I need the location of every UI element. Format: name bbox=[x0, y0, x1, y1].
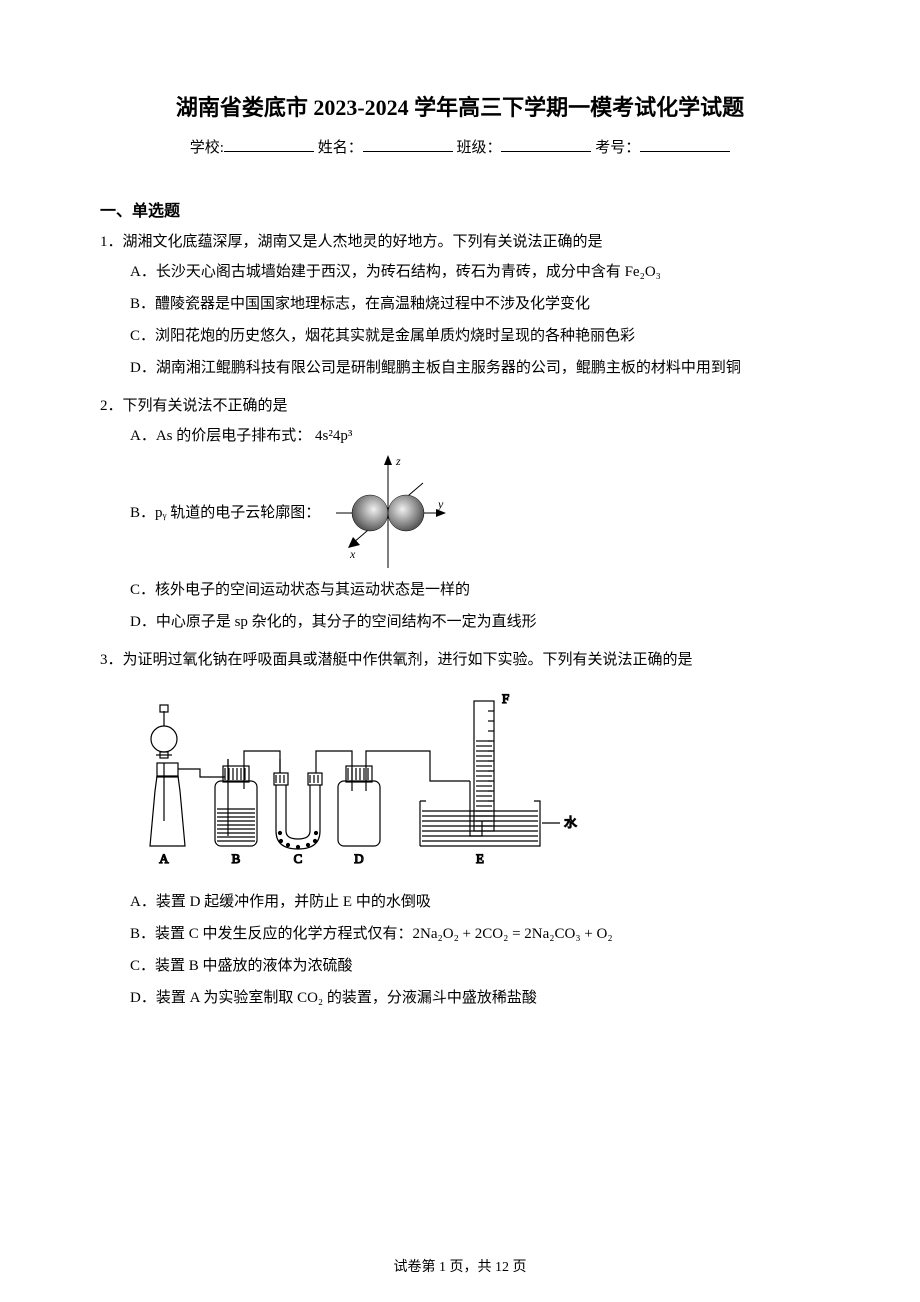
q3-option-a: A．装置 D 起缓冲作用，并防止 E 中的水倒吸 bbox=[130, 887, 820, 917]
q3-options: A．装置 D 起缓冲作用，并防止 E 中的水倒吸 B．装置 C 中发生反应的化学… bbox=[130, 887, 820, 1013]
apparatus-d bbox=[338, 751, 470, 846]
page-footer: 试卷第 1 页，共 12 页 bbox=[0, 1256, 920, 1276]
apparatus-a bbox=[150, 705, 225, 846]
q1-options: A．长沙天心阁古城墙始建于西汉，为砖石结构，砖石为青砖，成分中含有 Fe₂O₃ … bbox=[130, 257, 820, 383]
q2-option-c: C．核外电子的空间运动状态与其运动状态是一样的 bbox=[130, 575, 820, 605]
section-head-1: 一、单选题 bbox=[100, 197, 820, 221]
label-a: A bbox=[159, 851, 169, 866]
class-label: 班级： bbox=[456, 140, 501, 156]
label-e: E bbox=[476, 851, 484, 866]
axis-z-label: z bbox=[395, 454, 401, 468]
q1-option-b: B．醴陵瓷器是中国国家地理标志，在高温釉烧过程中不涉及化学变化 bbox=[130, 289, 820, 319]
q1-option-c: C．浏阳花炮的历史悠久，烟花其实就是金属单质灼烧时呈现的各种艳丽色彩 bbox=[130, 321, 820, 351]
orbital-lobe-right bbox=[388, 495, 424, 531]
q2-a-formula: 4s²4p³ bbox=[315, 428, 352, 444]
q3-stem: 为证明过氧化钠在呼吸面具或潜艇中作供氧剂，进行如下实验。下列有关说法正确的是 bbox=[123, 652, 693, 668]
apparatus-diagram: A bbox=[130, 681, 590, 881]
school-label: 学校: bbox=[190, 140, 224, 156]
question-2: 2．下列有关说法不正确的是 A．As 的价层电子排布式： 4s²4p³ B．pᵧ… bbox=[100, 391, 820, 637]
apparatus-b bbox=[210, 751, 280, 846]
label-d: D bbox=[354, 851, 363, 866]
axis-y-label: y bbox=[437, 497, 444, 511]
q2-stem-line: 2．下列有关说法不正确的是 bbox=[100, 391, 820, 421]
label-f: F bbox=[502, 691, 509, 706]
q2-b-pre: B．pᵧ 轨道的电子云轮廓图： bbox=[130, 498, 320, 528]
name-blank[interactable] bbox=[363, 136, 453, 152]
q2-option-d: D．中心原子是 sp 杂化的，其分子的空间结构不一定为直线形 bbox=[130, 607, 820, 637]
q2-stem: 下列有关说法不正确的是 bbox=[123, 398, 288, 414]
label-water: 水 bbox=[564, 815, 577, 830]
q2-option-b: B．pᵧ 轨道的电子云轮廓图： bbox=[130, 453, 820, 573]
label-b: B bbox=[232, 851, 241, 866]
q3-stem-line: 3．为证明过氧化钠在呼吸面具或潜艇中作供氧剂，进行如下实验。下列有关说法正确的是 bbox=[100, 645, 820, 675]
question-1: 1．湖湘文化底蕴深厚，湖南又是人杰地灵的好地方。下列有关说法正确的是 A．长沙天… bbox=[100, 227, 820, 383]
orbital-lobe-left bbox=[352, 495, 388, 531]
q1-option-a: A．长沙天心阁古城墙始建于西汉，为砖石结构，砖石为青砖，成分中含有 Fe₂O₃ bbox=[130, 257, 820, 287]
q1-option-d: D．湖南湘江鲲鹏科技有限公司是研制鲲鹏主板自主服务器的公司，鲲鹏主板的材料中用到… bbox=[130, 353, 820, 383]
q3-option-b: B．装置 C 中发生反应的化学方程式仅有：2Na₂O₂ + 2CO₂ = 2Na… bbox=[130, 919, 820, 949]
axis-x-label: x bbox=[349, 547, 356, 561]
examno-blank[interactable] bbox=[640, 136, 730, 152]
q1-stem: 湖湘文化底蕴深厚，湖南又是人杰地灵的好地方。下列有关说法正确的是 bbox=[123, 234, 603, 250]
q2-option-a: A．As 的价层电子排布式： 4s²4p³ bbox=[130, 421, 820, 451]
fill-in-line: 学校: 姓名： 班级： 考号： bbox=[100, 136, 820, 157]
name-label: 姓名： bbox=[318, 140, 363, 156]
q3-number: 3． bbox=[100, 652, 123, 668]
examno-label: 考号： bbox=[595, 140, 640, 156]
q1-stem-line: 1．湖湘文化底蕴深厚，湖南又是人杰地灵的好地方。下列有关说法正确的是 bbox=[100, 227, 820, 257]
apparatus-e bbox=[420, 701, 560, 846]
page-title: 湖南省娄底市 2023-2024 学年高三下学期一模考试化学试题 bbox=[100, 90, 820, 122]
orbital-diagram: z y x bbox=[328, 453, 448, 573]
question-3: 3．为证明过氧化钠在呼吸面具或潜艇中作供氧剂，进行如下实验。下列有关说法正确的是 bbox=[100, 645, 820, 1013]
q3-option-d: D．装置 A 为实验室制取 CO₂ 的装置，分液漏斗中盛放稀盐酸 bbox=[130, 983, 820, 1013]
q3-option-c: C．装置 B 中盛放的液体为浓硫酸 bbox=[130, 951, 820, 981]
q2-a-pre: A．As 的价层电子排布式： bbox=[130, 428, 311, 444]
class-blank[interactable] bbox=[501, 136, 591, 152]
label-c: C bbox=[294, 851, 303, 866]
q2-options: A．As 的价层电子排布式： 4s²4p³ B．pᵧ 轨道的电子云轮廓图： bbox=[130, 421, 820, 637]
school-blank[interactable] bbox=[224, 136, 314, 152]
q2-number: 2． bbox=[100, 398, 123, 414]
exam-page: 湖南省娄底市 2023-2024 学年高三下学期一模考试化学试题 学校: 姓名：… bbox=[0, 0, 920, 1302]
apparatus-c bbox=[274, 751, 352, 849]
q1-number: 1． bbox=[100, 234, 123, 250]
